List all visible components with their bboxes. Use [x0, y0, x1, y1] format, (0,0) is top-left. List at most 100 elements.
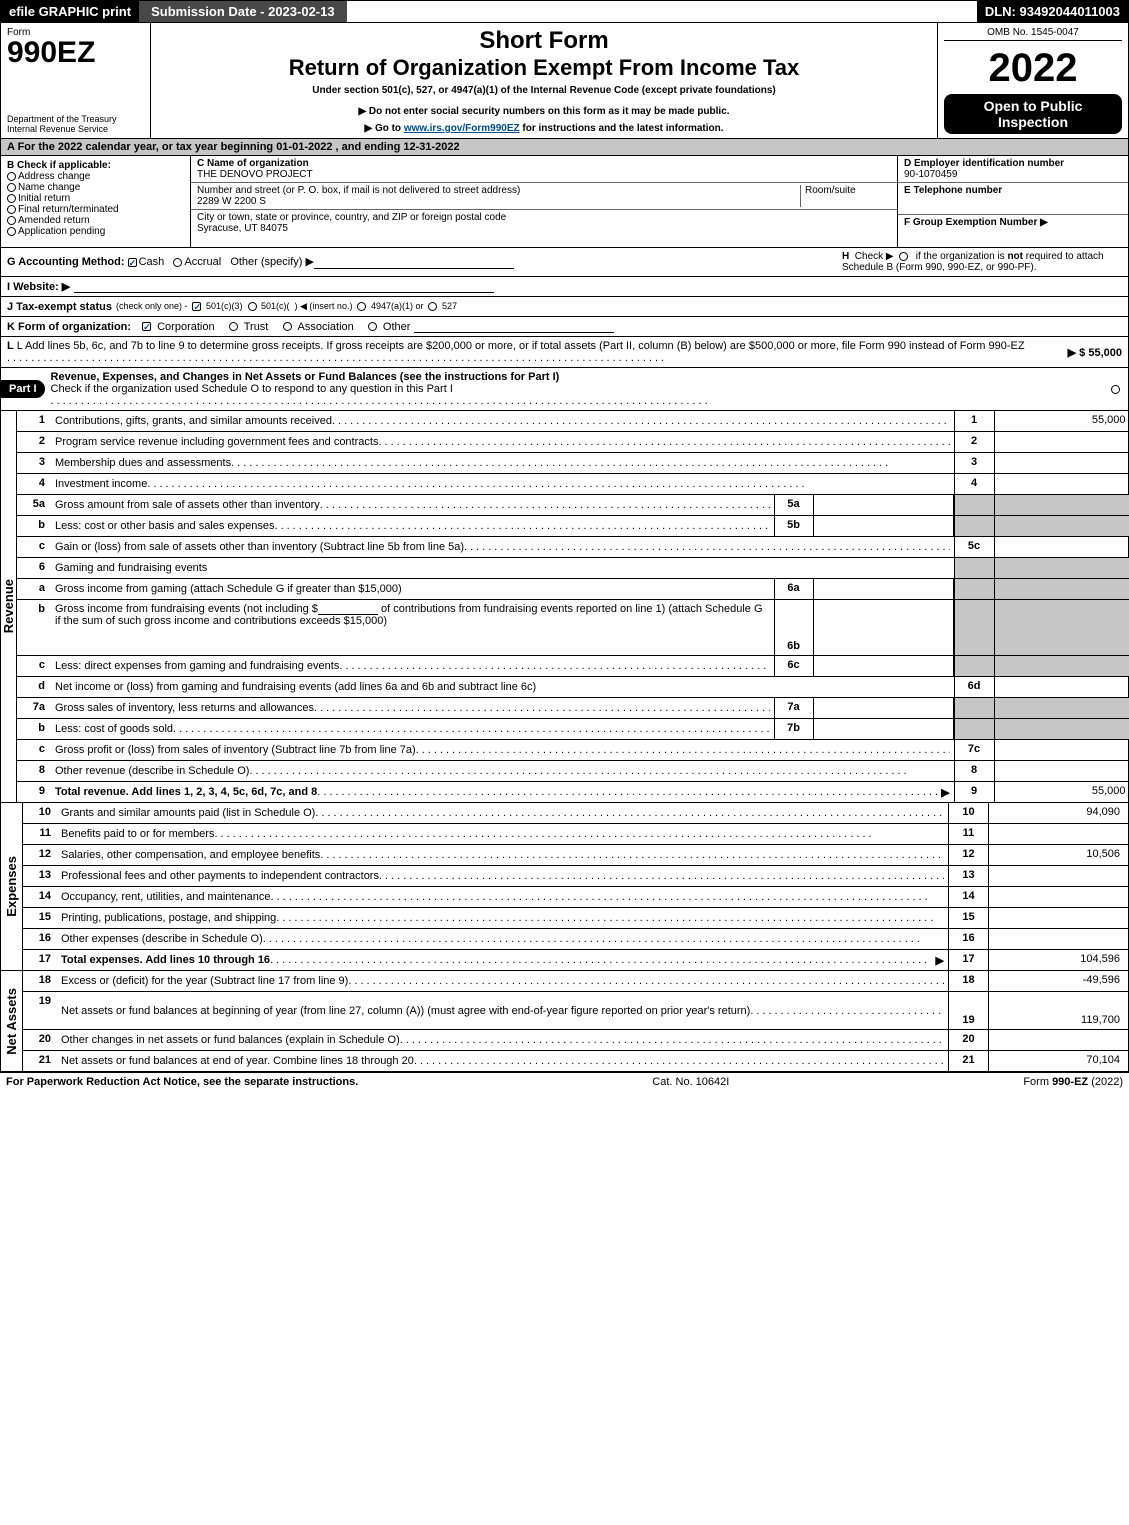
- k-corp-check[interactable]: [142, 322, 151, 331]
- irs-link[interactable]: www.irs.gov/Form990EZ: [404, 123, 520, 134]
- k-other-check[interactable]: [368, 322, 377, 331]
- footer-right: Form 990-EZ (2022): [1023, 1076, 1123, 1088]
- warn-goto: ▶ Go to www.irs.gov/Form990EZ for instru…: [157, 123, 931, 134]
- header-left: Form 990EZ Department of the Treasury In…: [1, 23, 151, 138]
- g-block: G Accounting Method: Cash Accrual Other …: [7, 255, 514, 268]
- j-501c3-check[interactable]: [192, 302, 201, 311]
- table-wrap: Revenue 1Contributions, gifts, grants, a…: [0, 411, 1129, 1072]
- j-label: J Tax-exempt status: [7, 301, 112, 313]
- line-3: 3Membership dues and assessments3: [17, 453, 1129, 474]
- footer-left: For Paperwork Reduction Act Notice, see …: [6, 1076, 358, 1088]
- g-label: G Accounting Method:: [7, 256, 125, 268]
- b-opt-final[interactable]: Final return/terminated: [7, 204, 184, 215]
- form-number: 990EZ: [7, 38, 144, 68]
- line-10: 10Grants and similar amounts paid (list …: [23, 803, 1128, 824]
- website-input[interactable]: [74, 281, 494, 293]
- b-opt-initial[interactable]: Initial return: [7, 193, 184, 204]
- col-def: D Employer identification number 90-1070…: [898, 156, 1128, 247]
- e-row: E Telephone number: [898, 183, 1128, 215]
- c-addr-label: Number and street (or P. O. box, if mail…: [197, 185, 520, 196]
- row-j: J Tax-exempt status (check only one) - 5…: [0, 297, 1129, 317]
- line-7a: 7aGross sales of inventory, less returns…: [17, 698, 1129, 719]
- f-label: F Group Exemption Number ▶: [904, 217, 1048, 228]
- part-i-header: Part I Revenue, Expenses, and Changes in…: [0, 368, 1129, 411]
- g-other: Other (specify) ▶: [230, 256, 314, 268]
- k-assoc-check[interactable]: [283, 322, 292, 331]
- line-2: 2Program service revenue including gover…: [17, 432, 1129, 453]
- l-value: ▶ $ 55,000: [1068, 346, 1122, 359]
- line-6b: bGross income from fundraising events (n…: [17, 600, 1129, 656]
- j-4947-check[interactable]: [357, 302, 366, 311]
- page-footer: For Paperwork Reduction Act Notice, see …: [0, 1072, 1129, 1091]
- line-5b: bLess: cost or other basis and sales exp…: [17, 516, 1129, 537]
- submission-date: Submission Date - 2023-02-13: [139, 1, 347, 22]
- line-6: 6Gaming and fundraising events: [17, 558, 1129, 579]
- g-cash: Cash: [139, 256, 165, 268]
- line-1: 1Contributions, gifts, grants, and simil…: [17, 411, 1129, 432]
- j-501c-check[interactable]: [248, 302, 257, 311]
- part-i-title: Revenue, Expenses, and Changes in Net As…: [45, 368, 1128, 410]
- part-i-label: Part I: [1, 380, 45, 398]
- k-label: K Form of organization:: [7, 321, 131, 333]
- line-7c: cGross profit or (loss) from sales of in…: [17, 740, 1129, 761]
- g-cash-check[interactable]: [128, 258, 137, 267]
- line-6b-input[interactable]: [318, 603, 378, 615]
- j-527-check[interactable]: [428, 302, 437, 311]
- col-b: B Check if applicable: Address change Na…: [1, 156, 191, 247]
- topbar: efile GRAPHIC print Submission Date - 20…: [0, 0, 1129, 23]
- line-4: 4Investment income4: [17, 474, 1129, 495]
- netassets-side-label: Net Assets: [1, 971, 23, 1072]
- room-suite-label: Room/suite: [801, 185, 891, 207]
- expenses-side-label: Expenses: [1, 803, 23, 971]
- c-addr-row: Number and street (or P. O. box, if mail…: [191, 183, 897, 210]
- c-city-row: City or town, state or province, country…: [191, 210, 897, 236]
- b-label: B Check if applicable:: [7, 160, 184, 171]
- row-l: L L Add lines 5b, 6c, and 7b to line 9 t…: [0, 337, 1129, 368]
- i-label: I Website: ▶: [7, 280, 70, 293]
- b-opt-pending[interactable]: Application pending: [7, 226, 184, 237]
- b-opt-address[interactable]: Address change: [7, 171, 184, 182]
- line-9: 9Total revenue. Add lines 1, 2, 3, 4, 5c…: [17, 782, 1129, 803]
- tax-year: 2022: [944, 48, 1122, 88]
- line-5a: 5aGross amount from sale of assets other…: [17, 495, 1129, 516]
- part-i-check-text: Check if the organization used Schedule …: [51, 383, 453, 395]
- h-check[interactable]: [899, 252, 908, 261]
- g-accrual-check[interactable]: [173, 258, 182, 267]
- omb-label: OMB No. 1545-0047: [944, 27, 1122, 41]
- footer-mid: Cat. No. 10642I: [652, 1076, 729, 1088]
- line-12: 12Salaries, other compensation, and empl…: [23, 845, 1128, 866]
- c-name-label: C Name of organization: [197, 158, 309, 169]
- part-i-schedo-check[interactable]: [1111, 385, 1120, 394]
- open-public: Open to Public Inspection: [944, 94, 1122, 134]
- l-text: L L Add lines 5b, 6c, and 7b to line 9 t…: [7, 340, 1064, 364]
- ein-value: 90-1070459: [904, 169, 957, 180]
- revenue-group: Revenue 1Contributions, gifts, grants, a…: [1, 411, 1128, 803]
- dln-label: DLN: 93492044011003: [977, 1, 1128, 22]
- b-opt-name[interactable]: Name change: [7, 182, 184, 193]
- line-6d: dNet income or (loss) from gaming and fu…: [17, 677, 1129, 698]
- row-k: K Form of organization: Corporation Trus…: [0, 317, 1129, 337]
- line-20: 20Other changes in net assets or fund ba…: [23, 1030, 1128, 1051]
- title-return: Return of Organization Exempt From Incom…: [157, 55, 931, 81]
- line-13: 13Professional fees and other payments t…: [23, 866, 1128, 887]
- org-city: Syracuse, UT 84075: [197, 223, 288, 234]
- line-18: 18Excess or (deficit) for the year (Subt…: [23, 971, 1128, 992]
- revenue-side-label: Revenue: [1, 411, 17, 803]
- k-assoc: Association: [298, 321, 354, 333]
- k-trust-check[interactable]: [229, 322, 238, 331]
- header-right: OMB No. 1545-0047 2022 Open to Public In…: [938, 23, 1128, 138]
- k-other-input[interactable]: [414, 321, 614, 333]
- title-short-form: Short Form: [157, 27, 931, 55]
- line-6a: aGross income from gaming (attach Schedu…: [17, 579, 1129, 600]
- g-other-input[interactable]: [314, 257, 514, 269]
- line-14: 14Occupancy, rent, utilities, and mainte…: [23, 887, 1128, 908]
- line-11: 11Benefits paid to or for members11: [23, 824, 1128, 845]
- h-block: H Check ▶ if the organization is not req…: [842, 251, 1122, 273]
- form-header: Form 990EZ Department of the Treasury In…: [0, 23, 1129, 139]
- line-5c: cGain or (loss) from sale of assets othe…: [17, 537, 1129, 558]
- c-name-row: C Name of organization THE DENOVO PROJEC…: [191, 156, 897, 183]
- b-opt-amended[interactable]: Amended return: [7, 215, 184, 226]
- c-city-label: City or town, state or province, country…: [197, 212, 506, 223]
- org-name: THE DENOVO PROJECT: [197, 169, 313, 180]
- efile-label[interactable]: efile GRAPHIC print: [1, 1, 139, 22]
